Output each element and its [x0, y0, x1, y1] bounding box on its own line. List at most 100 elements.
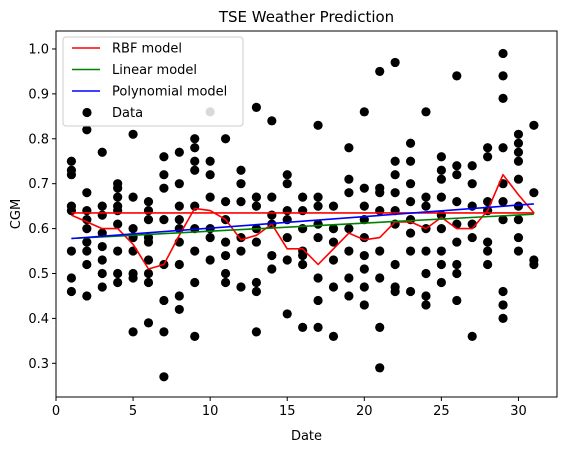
data-point	[452, 197, 462, 207]
data-point	[82, 259, 92, 270]
data-point	[143, 255, 154, 265]
data-point	[143, 268, 154, 279]
data-point	[498, 215, 508, 225]
data-point	[128, 192, 138, 202]
data-point	[436, 223, 446, 234]
data-point	[205, 255, 215, 265]
data-point	[190, 143, 200, 153]
data-point	[467, 232, 477, 243]
data-point	[159, 327, 169, 337]
data-point	[220, 197, 231, 207]
x-tick-label: 15	[279, 404, 296, 419]
data-point	[298, 192, 308, 202]
data-point	[513, 201, 524, 211]
y-tick-label: 0.7	[28, 177, 49, 192]
data-point	[282, 206, 292, 216]
data-point	[405, 197, 416, 207]
data-point	[359, 201, 369, 211]
data-point	[313, 273, 323, 283]
data-point	[282, 170, 292, 180]
data-point	[513, 138, 524, 148]
data-point	[467, 179, 477, 189]
data-point	[483, 246, 493, 256]
data-point	[375, 246, 385, 256]
data-point	[113, 268, 123, 279]
chart-title: TSE Weather Prediction	[218, 8, 394, 26]
data-point	[344, 143, 354, 153]
x-tick-label: 10	[202, 404, 219, 419]
data-point	[313, 120, 323, 130]
data-point	[483, 152, 493, 162]
data-point	[128, 223, 138, 234]
legend-label: Data	[112, 106, 143, 121]
data-point	[220, 237, 231, 247]
data-point	[390, 286, 400, 297]
data-point	[421, 246, 431, 256]
data-point	[82, 188, 92, 198]
data-point	[359, 282, 369, 292]
data-point	[390, 259, 400, 270]
data-point	[113, 206, 123, 216]
legend: RBF model Linear model Polynomial model Dat…	[62, 36, 244, 127]
data-point	[298, 250, 308, 261]
data-point	[436, 192, 446, 202]
data-point	[82, 223, 92, 234]
data-point	[82, 206, 92, 216]
data-point	[251, 201, 261, 211]
data-point	[359, 264, 369, 274]
data-point	[82, 125, 92, 135]
data-point	[82, 246, 92, 256]
data-point	[498, 286, 508, 297]
data-point	[82, 291, 92, 301]
data-point	[498, 313, 508, 324]
data-point	[267, 192, 277, 202]
data-point	[97, 255, 107, 265]
data-point	[375, 188, 385, 198]
data-point	[66, 273, 77, 283]
data-point	[529, 259, 539, 270]
legend-box	[62, 36, 244, 127]
data-point	[328, 331, 339, 341]
data-point	[498, 197, 508, 207]
data-point	[113, 219, 123, 229]
linear-model-line	[71, 213, 534, 240]
data-point	[390, 170, 400, 180]
data-point	[251, 327, 261, 337]
data-point	[313, 295, 323, 306]
data-point	[143, 318, 154, 328]
y-tick-label: 0.5	[28, 267, 49, 282]
y-ticks: 0.3 0.4 0.5 0.6 0.7 0.8 0.9 1.0	[28, 42, 56, 372]
data-point	[529, 120, 539, 130]
data-point	[436, 277, 446, 288]
data-point	[421, 291, 431, 301]
data-point	[97, 282, 107, 292]
data-point	[97, 241, 107, 252]
data-point	[113, 277, 123, 288]
data-point	[128, 129, 138, 139]
data-point	[143, 237, 154, 247]
data-point	[359, 300, 369, 310]
data-point	[236, 165, 246, 175]
data-point	[359, 107, 369, 117]
data-point	[113, 246, 123, 256]
data-point	[513, 215, 524, 225]
data-point	[267, 210, 277, 220]
data-point	[421, 107, 431, 117]
data-point	[313, 322, 323, 332]
data-point	[282, 309, 292, 319]
data-point	[174, 304, 184, 315]
data-point	[452, 219, 462, 229]
data-point	[513, 156, 524, 166]
data-point	[375, 363, 385, 373]
data-point	[251, 277, 261, 288]
data-point	[174, 201, 184, 211]
data-point	[390, 57, 400, 68]
data-point	[82, 237, 92, 247]
data-point	[159, 183, 169, 193]
data-point	[251, 192, 261, 202]
data-point	[174, 291, 184, 301]
data-point	[159, 170, 169, 180]
data-point	[205, 232, 215, 243]
data-point	[282, 232, 292, 243]
